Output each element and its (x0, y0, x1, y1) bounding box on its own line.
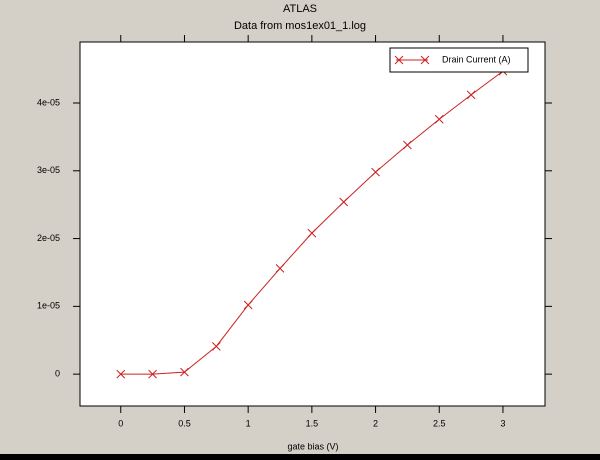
chart-subtitle: Data from mos1ex01_1.log (234, 20, 366, 32)
bottom-bar (0, 454, 600, 460)
data-point (403, 140, 412, 150)
data-point (371, 167, 380, 177)
data-point (339, 197, 349, 207)
x-tick-label: 2.5 (433, 418, 446, 428)
legend-label: Drain Current (A) (442, 54, 511, 64)
x-axis-label: gate bias (V) (287, 441, 338, 451)
y-tick-label: 0 (55, 369, 60, 379)
x-tick-label: 3 (500, 418, 505, 428)
y-tick-label: 3e-05 (37, 165, 60, 175)
data-point (243, 300, 253, 310)
x-tick-label: 1 (246, 418, 251, 428)
legend-marker (420, 55, 430, 65)
plot-area (79, 41, 546, 407)
data-point (180, 367, 189, 377)
data-point (275, 264, 285, 273)
data-point (307, 228, 317, 238)
data-point (434, 114, 444, 124)
data-point (116, 369, 126, 379)
legend-marker (394, 55, 404, 65)
y-tick-label: 2e-05 (37, 233, 60, 243)
data-point (466, 90, 476, 100)
x-tick-label: 0 (118, 418, 123, 428)
y-tick-label: 4e-05 (37, 97, 60, 107)
chart-title: ATLAS (283, 3, 317, 15)
x-tick-label: 1.5 (306, 418, 319, 428)
y-tick-label: 1e-05 (37, 301, 60, 311)
data-point (211, 341, 221, 351)
x-tick-label: 2 (373, 418, 378, 428)
x-tick-label: 0.5 (178, 418, 191, 428)
data-point (148, 369, 157, 379)
